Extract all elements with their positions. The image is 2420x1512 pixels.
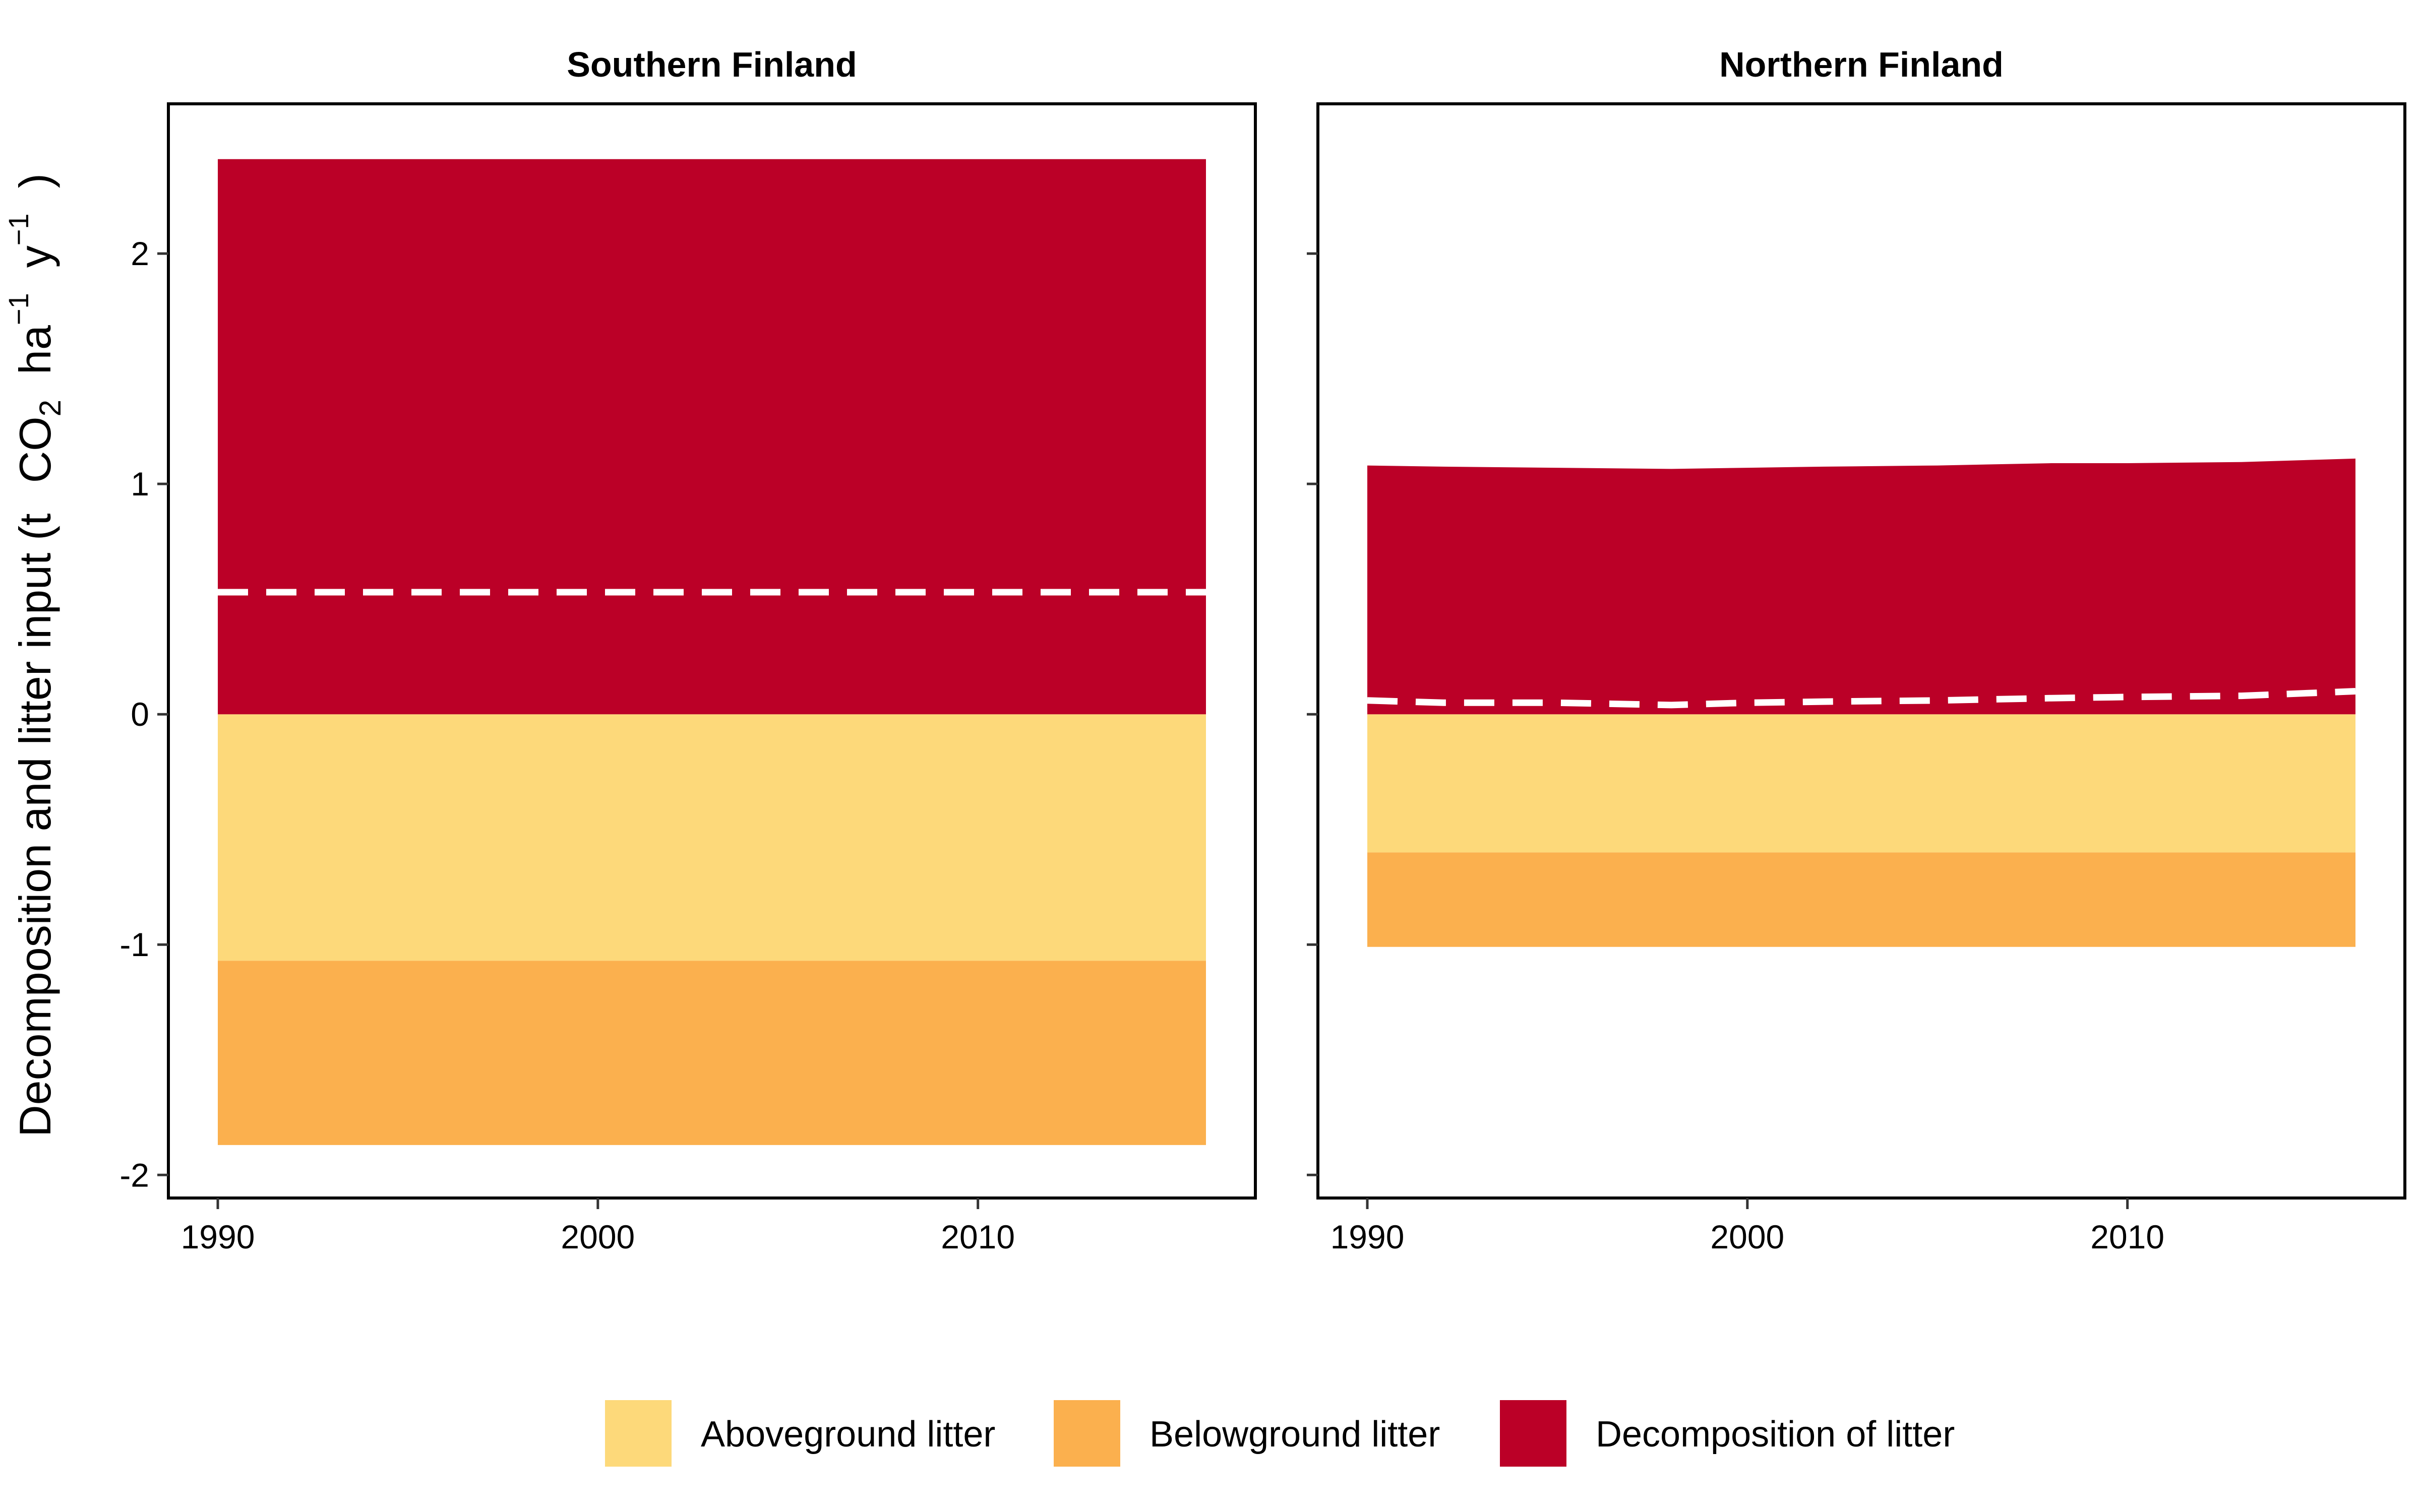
panel-0: Southern Finland 2 1 0 -1 -2 1990 2000 2010 (119, 45, 1257, 1255)
legend-label: Aboveground litter (701, 1414, 995, 1455)
area-decomposition-of-litter (218, 159, 1206, 715)
svg-text:Decomposition and litter input: Decomposition and litter input (tCO2ha−1… (3, 173, 67, 1137)
panel-border (167, 102, 1257, 1200)
y-title-y: y (10, 245, 60, 268)
legend: Aboveground litter Belowground litter Deco… (605, 1400, 1955, 1467)
legend-key-belowground-litter (1054, 1400, 1120, 1467)
area-belowground-litter (218, 961, 1206, 1145)
panel-border (1316, 102, 2406, 1200)
x-tick-label: 2010 (2090, 1218, 2164, 1255)
y-title-ha: ha (10, 325, 60, 374)
y-title-ha-exponent: −1 (3, 293, 34, 325)
legend-key-decomposition-of-litter (1500, 1400, 1566, 1467)
y-title-prefix: Decomposition and litter input (t (10, 513, 60, 1137)
y-title-y-exponent: −1 (3, 213, 34, 245)
area-aboveground-litter (218, 714, 1206, 961)
area-aboveground-litter (1367, 714, 2355, 853)
y-tick-label: 0 (131, 696, 149, 733)
y-title-co: CO (10, 416, 60, 483)
net-line (1367, 688, 2356, 709)
legend-label: Decomposition of litter (1596, 1414, 1955, 1455)
y-title-close: ) (10, 173, 60, 188)
area-belowground-litter (1367, 852, 2355, 947)
y-tick-label: 1 (131, 465, 149, 502)
area-decomposition-of-litter (1367, 458, 2355, 715)
legend-label: Belowground litter (1150, 1414, 1440, 1455)
x-tick-label: 2000 (561, 1218, 635, 1255)
x-tick-label: 1990 (1330, 1218, 1405, 1255)
y-tick-label: -2 (119, 1156, 149, 1193)
y-tick-label: -1 (119, 926, 149, 963)
x-tick-label: 2010 (941, 1218, 1015, 1255)
panel-1: Northern Finland 1990 2000 2010 (1307, 45, 2406, 1255)
facet-title: Southern Finland (567, 45, 857, 84)
x-tick-label: 1990 (181, 1218, 255, 1255)
legend-key-aboveground-litter (605, 1400, 672, 1467)
x-tick-label: 2000 (1710, 1218, 1784, 1255)
facet-title: Northern Finland (1719, 45, 2004, 84)
y-axis-title: Decomposition and litter input (tCO2ha−1… (3, 173, 67, 1137)
y-tick-label: 2 (131, 235, 149, 272)
y-title-co2-subscript: 2 (33, 400, 67, 416)
